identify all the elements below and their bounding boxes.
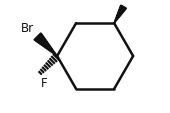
Polygon shape xyxy=(117,14,121,16)
Polygon shape xyxy=(118,13,122,15)
Polygon shape xyxy=(35,34,42,41)
Polygon shape xyxy=(121,6,126,10)
Polygon shape xyxy=(50,50,53,52)
Polygon shape xyxy=(38,37,44,44)
Polygon shape xyxy=(55,54,56,55)
Polygon shape xyxy=(34,34,41,41)
Polygon shape xyxy=(120,8,125,12)
Polygon shape xyxy=(42,41,47,46)
Polygon shape xyxy=(118,13,122,15)
Polygon shape xyxy=(115,20,117,21)
Polygon shape xyxy=(42,42,47,47)
Polygon shape xyxy=(120,7,126,10)
Polygon shape xyxy=(36,35,42,42)
Polygon shape xyxy=(56,55,57,56)
Polygon shape xyxy=(53,52,54,54)
Polygon shape xyxy=(36,36,43,42)
Polygon shape xyxy=(54,53,55,55)
Polygon shape xyxy=(117,17,119,18)
Polygon shape xyxy=(51,50,53,53)
Polygon shape xyxy=(115,21,116,22)
Polygon shape xyxy=(119,11,123,14)
Polygon shape xyxy=(45,44,49,48)
Polygon shape xyxy=(119,10,124,13)
Polygon shape xyxy=(115,20,117,21)
Polygon shape xyxy=(37,37,44,43)
Polygon shape xyxy=(116,17,119,19)
Polygon shape xyxy=(53,53,55,54)
Polygon shape xyxy=(46,45,49,49)
Polygon shape xyxy=(117,15,120,18)
Polygon shape xyxy=(44,44,48,48)
Polygon shape xyxy=(116,19,117,20)
Polygon shape xyxy=(115,21,116,22)
Polygon shape xyxy=(39,38,45,44)
Polygon shape xyxy=(43,43,48,47)
Polygon shape xyxy=(118,14,121,16)
Polygon shape xyxy=(39,39,45,45)
Polygon shape xyxy=(118,12,122,15)
Polygon shape xyxy=(119,11,123,14)
Polygon shape xyxy=(120,7,126,11)
Polygon shape xyxy=(116,19,118,20)
Polygon shape xyxy=(116,18,118,19)
Text: F: F xyxy=(40,77,47,90)
Polygon shape xyxy=(49,49,52,52)
Polygon shape xyxy=(46,46,50,49)
Polygon shape xyxy=(119,10,124,13)
Polygon shape xyxy=(48,47,51,51)
Text: Br: Br xyxy=(21,22,34,34)
Polygon shape xyxy=(117,16,120,18)
Polygon shape xyxy=(41,40,46,46)
Polygon shape xyxy=(47,47,51,50)
Polygon shape xyxy=(120,9,124,12)
Polygon shape xyxy=(40,40,46,45)
Polygon shape xyxy=(52,51,54,53)
Polygon shape xyxy=(117,15,120,17)
Polygon shape xyxy=(114,23,115,24)
Polygon shape xyxy=(120,8,125,11)
Polygon shape xyxy=(49,48,52,51)
